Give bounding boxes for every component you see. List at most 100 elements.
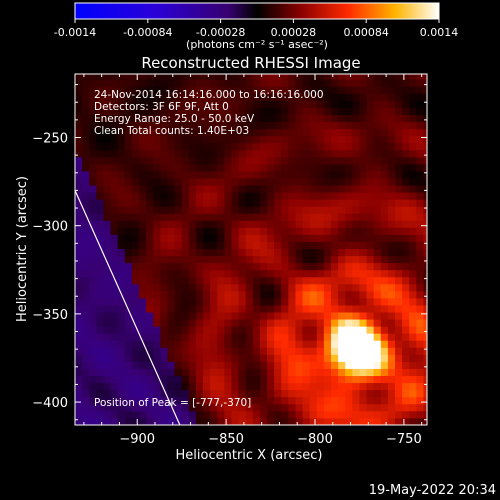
heatmap-cell [274, 220, 282, 228]
heatmap-cell [82, 305, 90, 313]
heatmap-cell [245, 220, 254, 228]
heatmap-cell [423, 178, 427, 186]
heatmap-cell [345, 305, 353, 313]
heatmap-cell [245, 305, 254, 313]
heatmap-cell [188, 347, 197, 355]
heatmap-cell [345, 142, 353, 151]
heatmap-cell [395, 100, 403, 108]
heatmap-cell [295, 149, 303, 158]
heatmap-cell [259, 375, 268, 384]
heatmap-cell [203, 206, 211, 214]
heatmap-cell [359, 107, 367, 115]
heatmap-cell [345, 156, 353, 165]
heatmap-cell [416, 100, 424, 108]
heatmap-cell [131, 319, 140, 327]
heatmap-cell [259, 178, 268, 186]
heatmap-cell [323, 199, 332, 207]
heatmap-cell [103, 206, 111, 214]
heatmap-cell [259, 241, 268, 250]
heatmap-cell [224, 192, 232, 200]
heatmap-cell [224, 368, 232, 377]
heatmap-cell [153, 340, 161, 348]
heatmap-cell [124, 276, 133, 285]
heatmap-cell [103, 305, 111, 313]
heatmap-cell [295, 276, 303, 285]
heatmap-cell [210, 269, 218, 278]
heatmap-cell [82, 333, 90, 341]
heatmap-cell [366, 156, 375, 165]
heatmap-cell [124, 135, 133, 144]
heatmap-cell [210, 312, 218, 320]
heatmap-cell [409, 206, 417, 214]
heatmap-cell [110, 185, 119, 193]
heatmap-cell [146, 227, 154, 235]
heatmap-cell [316, 410, 325, 419]
heatmap-cell [252, 178, 261, 186]
heatmap-cell [167, 149, 175, 158]
heatmap-cell [366, 389, 375, 398]
heatmap-cell [288, 135, 296, 144]
heatmap-cell [174, 135, 183, 144]
heatmap-cell [252, 396, 261, 405]
heatmap-cell [110, 107, 119, 115]
heatmap-cell [302, 114, 311, 123]
heatmap-cell [131, 171, 140, 179]
heatmap-cell [110, 114, 119, 123]
heatmap-cell [195, 121, 204, 130]
heatmap-cell [366, 206, 375, 214]
heatmap-cell [252, 248, 261, 257]
heatmap-cell [345, 185, 353, 193]
heatmap-cell [238, 269, 247, 278]
heatmap-cell [96, 368, 104, 377]
heatmap-cell [146, 403, 154, 412]
heatmap-cell [345, 227, 353, 235]
heatmap-cell [224, 79, 232, 87]
heatmap-cell [146, 276, 154, 285]
heatmap-cell [224, 354, 232, 362]
heatmap-cell [259, 396, 268, 405]
heatmap-cell [103, 185, 111, 193]
heatmap-cell [224, 403, 232, 412]
heatmap-cell [103, 368, 111, 377]
heatmap-cell [423, 128, 427, 137]
heatmap-cell [195, 319, 204, 327]
heatmap-cell [75, 93, 83, 101]
heatmap-cell [288, 178, 296, 186]
heatmap-cell [224, 213, 232, 221]
heatmap-cell [387, 382, 396, 391]
heatmap-cell [274, 410, 282, 419]
heatmap-cell [395, 74, 403, 80]
heatmap-cell [117, 410, 126, 419]
heatmap-cell [231, 305, 239, 313]
heatmap-cell [238, 128, 247, 137]
heatmap-cell [139, 199, 147, 207]
heatmap-cell [295, 403, 303, 412]
heatmap-cell [75, 213, 83, 221]
heatmap-cell [295, 185, 303, 193]
heatmap-cell [231, 241, 239, 250]
heatmap-cell [366, 128, 375, 137]
heatmap-cell [352, 396, 360, 405]
heatmap-cell [316, 213, 325, 221]
heatmap-cell [238, 185, 247, 193]
heatmap-cell [309, 368, 318, 377]
heatmap-cell [82, 410, 90, 419]
heatmap-cell [75, 326, 83, 334]
heatmap-cell [345, 290, 353, 299]
heatmap-cell [160, 185, 168, 193]
heatmap-cell [96, 135, 104, 144]
heatmap-cell [309, 290, 318, 299]
heatmap-cell [231, 220, 239, 228]
heatmap-cell [387, 248, 396, 257]
heatmap-cell [387, 368, 396, 377]
heatmap-cell [96, 276, 104, 285]
heatmap-cell [174, 93, 183, 101]
heatmap-cell [103, 326, 111, 334]
heatmap-cell [195, 417, 204, 425]
heatmap-cell [281, 163, 289, 172]
heatmap-cell [352, 269, 360, 278]
heatmap-cell [281, 234, 289, 242]
heatmap-cell [96, 283, 104, 292]
heatmap-cell [331, 290, 339, 299]
heatmap-cell [345, 74, 353, 80]
